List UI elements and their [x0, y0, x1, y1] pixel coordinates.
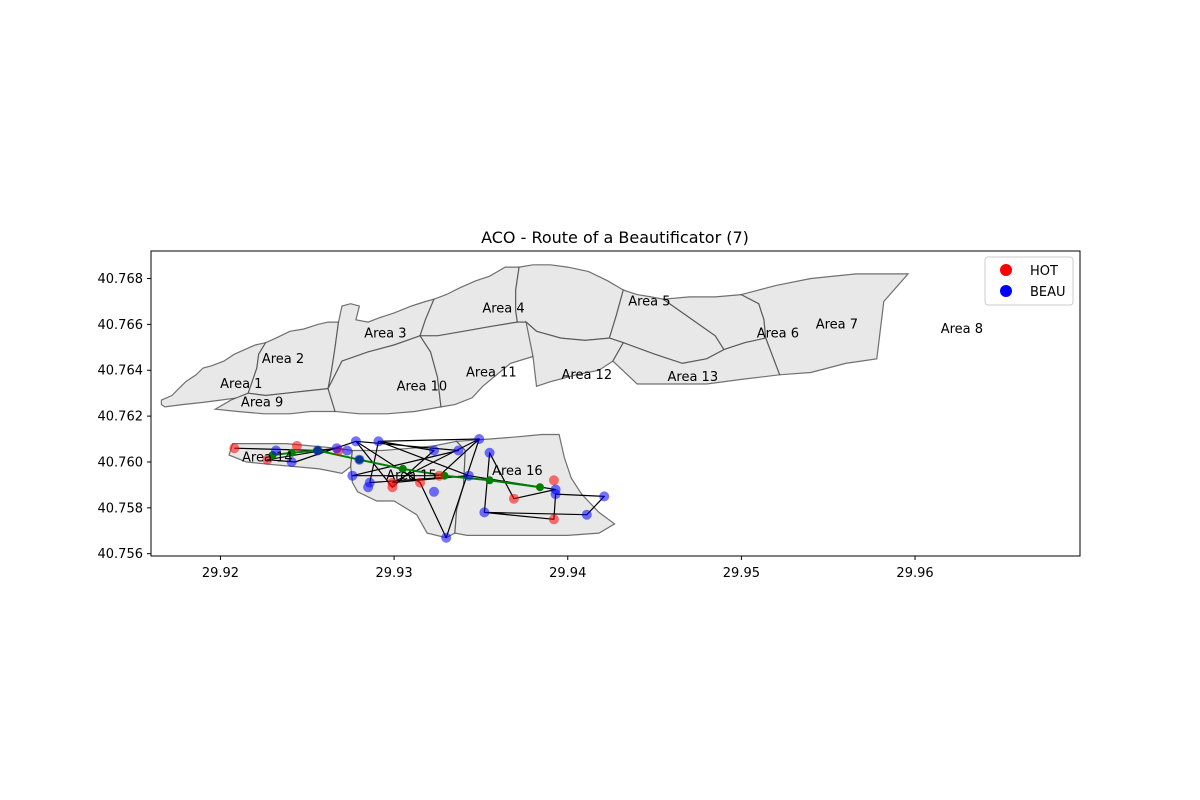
y-tick-label: 40.766: [98, 318, 144, 333]
y-tick-label: 40.758: [98, 501, 144, 516]
x-tick-label: 29.94: [549, 566, 586, 581]
legend-marker-hot: [1000, 264, 1012, 276]
x-axis: 29.92 29.93 29.94 29.95 29.96: [202, 556, 934, 581]
region-label-16: Area 16: [492, 464, 543, 479]
point-beau: [312, 445, 323, 456]
regions-layer: [160, 264, 910, 539]
region-label-3: Area 3: [364, 327, 406, 342]
y-tick-label: 40.762: [98, 410, 144, 425]
region-8: [739, 273, 910, 376]
region-13: [612, 337, 781, 385]
legend-label-beau: BEAU: [1030, 285, 1066, 300]
point-beau: [474, 434, 485, 444]
point-beau: [271, 445, 281, 456]
point-beau: [354, 454, 365, 465]
region-label-7: Area 7: [816, 317, 858, 332]
region-label-11: Area 11: [466, 366, 517, 381]
best-route-node: [485, 476, 494, 485]
x-tick-label: 29.92: [202, 566, 239, 581]
point-beau: [581, 509, 592, 520]
point-beau: [463, 470, 474, 481]
region-label-8: Area 8: [941, 322, 983, 337]
region-label-5: Area 5: [628, 295, 670, 310]
x-tick-label: 29.96: [896, 566, 933, 581]
point-beau: [373, 436, 384, 447]
points-layer: [229, 434, 610, 543]
region-label-12: Area 12: [562, 368, 613, 383]
region-11: [418, 321, 538, 408]
y-axis: 40.756 40.758 40.760 40.762 40.764 40.766 40.7…: [98, 272, 151, 562]
best-route-node: [287, 448, 296, 457]
chart-title: ACO - Route of a Beautificator (7): [481, 228, 749, 247]
best-route-node: [536, 483, 544, 492]
region-label-10: Area 10: [397, 379, 448, 394]
point-hot: [548, 514, 559, 525]
point-hot: [508, 493, 519, 504]
point-beau: [599, 491, 610, 502]
region-label-6: Area 6: [757, 327, 799, 342]
point-hot: [291, 440, 302, 451]
route-best-route: [272, 449, 541, 489]
plot-frame: [150, 250, 1081, 557]
region-1: [160, 341, 267, 408]
point-beau: [331, 443, 342, 454]
region-label-2: Area 2: [262, 352, 304, 367]
region-label-1: Area 1: [220, 377, 262, 392]
point-beau: [484, 447, 495, 458]
point-beau: [364, 477, 375, 488]
x-tick-label: 29.95: [723, 566, 760, 581]
point-beau: [429, 486, 439, 497]
point-hot: [548, 475, 559, 486]
legend-label-hot: HOT: [1030, 264, 1058, 279]
point-beau: [347, 470, 358, 481]
y-tick-label: 40.768: [98, 272, 144, 287]
point-beau: [441, 532, 452, 543]
region-label-14: Area 14: [242, 450, 293, 465]
legend: HOT BEAU: [984, 256, 1074, 306]
point-hot: [229, 443, 240, 454]
point-beau: [342, 445, 353, 456]
region-label-4: Area 4: [482, 301, 524, 316]
best-route-node: [398, 464, 407, 473]
y-tick-label: 40.764: [98, 364, 144, 379]
y-tick-label: 40.760: [98, 455, 144, 470]
region-label-13: Area 13: [668, 370, 719, 385]
region-label-9: Area 9: [241, 395, 283, 410]
point-beau: [429, 445, 439, 456]
point-beau: [453, 445, 464, 456]
point-hot: [387, 482, 398, 493]
y-tick-label: 40.756: [98, 547, 144, 562]
point-beau: [350, 436, 361, 447]
point-beau: [479, 507, 490, 518]
legend-marker-beau: [1000, 285, 1012, 297]
point-beau: [286, 457, 297, 467]
region-16: [454, 433, 616, 537]
point-hot: [262, 454, 273, 465]
region-label-15: Area 15: [386, 469, 437, 484]
x-tick-label: 29.93: [375, 566, 412, 581]
point-hot: [434, 470, 445, 481]
point-beau: [550, 489, 561, 500]
point-hot: [415, 477, 426, 488]
